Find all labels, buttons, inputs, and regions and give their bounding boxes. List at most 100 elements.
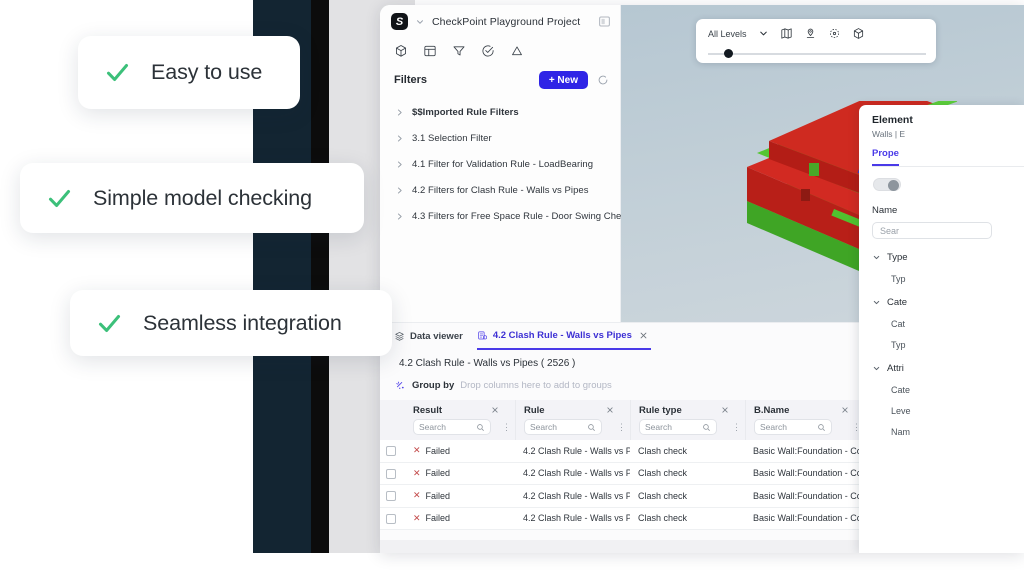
sidebar-header: S CheckPoint Playground Project [380,5,620,38]
column-menu-icon[interactable]: ⋮ [732,422,741,432]
filter-item[interactable]: 4.2 Filters for Clash Rule - Walls vs Pi… [380,177,620,203]
chevron-down-icon[interactable] [758,28,769,39]
group-by-hint: Drop columns here to add to groups [460,380,612,391]
search-icon [588,423,595,431]
properties-search-input[interactable]: Sear [872,222,992,239]
column-menu-icon[interactable]: ⋮ [502,422,511,432]
properties-toggle-wrap [872,167,1024,191]
column-search-input[interactable]: Search [524,419,602,435]
column-search-input[interactable]: Search [754,419,832,435]
table-column-header: Rule Search ⋮ [515,400,630,440]
properties-panel: Element Walls | E Prope Name Sear Type T… [859,105,1024,553]
chevron-right-icon [397,161,402,167]
target-icon[interactable] [828,27,841,40]
close-icon[interactable] [491,406,499,414]
table-column-header: Result Search ⋮ [405,400,515,440]
feature-card-label: Simple model checking [93,185,312,210]
column-menu-icon[interactable]: ⋮ [852,422,861,432]
app-logo[interactable]: S [391,13,408,30]
feature-card: Easy to use [78,36,300,109]
properties-group[interactable]: Type [872,252,1024,263]
property-row: Cate [891,385,911,395]
cell-result: ✕ Failed [405,513,515,523]
filter-item[interactable]: 4.1 Filter for Validation Rule - LoadBea… [380,151,620,177]
cell-result-text: Failed [425,490,451,501]
new-filter-button[interactable]: + New [538,71,588,89]
feature-card-label: Easy to use [151,60,263,84]
chevron-right-icon [397,109,402,115]
fail-icon: ✕ [413,445,421,456]
toggle-knob [888,180,899,191]
filter-item[interactable]: $$Imported Rule Filters [380,99,620,125]
table-column-header: B.Name Search ⋮ [745,400,865,440]
property-row: Typ [891,274,906,284]
close-icon[interactable] [639,331,648,340]
cell-bname: Basic Wall:Foundation - Co... [753,445,865,456]
column-search-input[interactable]: Search [639,419,717,435]
filter-icon[interactable] [452,44,466,58]
check-circle-icon[interactable] [481,44,495,58]
cell-result-text: Failed [425,468,451,479]
name-label: Name [872,205,898,216]
cell-result: ✕ Failed [405,468,515,478]
map-icon[interactable] [780,27,793,40]
filter-item[interactable]: 3.1 Selection Filter [380,125,620,151]
properties-toggle[interactable] [873,178,901,191]
property-row: Leve [891,406,911,416]
level-selector-label[interactable]: All Levels [708,28,747,39]
tab-properties[interactable]: Prope [872,148,899,166]
active-tab-label: 4.2 Clash Rule - Walls vs Pipes [492,330,632,341]
panel-icon[interactable] [598,15,611,28]
row-checkbox[interactable] [386,491,396,501]
cube-icon[interactable] [852,27,865,40]
filters-label: Filters [394,74,428,86]
cube-icon[interactable] [394,44,408,58]
properties-group[interactable]: Cate [872,297,1024,308]
result-subtitle: 4.2 Clash Rule - Walls vs Pipes ( 2526 ) [399,358,576,369]
slider-knob[interactable] [724,49,733,58]
filter-item-label: $$Imported Rule Filters [412,106,519,118]
cell-rule: 4.2 Clash Rule - Walls vs Pip... [523,490,630,501]
search-placeholder: Search [530,422,557,432]
row-checkbox[interactable] [386,513,396,524]
group-by-zone[interactable]: Group by Drop columns here to add to gro… [380,369,1024,391]
filter-item-label: 4.1 Filter for Validation Rule - LoadBea… [412,158,594,170]
close-icon[interactable] [841,406,849,414]
cell-rule: 4.2 Clash Rule - Walls vs Pip... [523,445,630,456]
close-icon[interactable] [721,406,729,414]
row-checkbox[interactable] [386,468,396,479]
row-checkbox[interactable] [386,446,396,456]
properties-title: Element [872,114,913,126]
layout-icon[interactable] [423,44,437,58]
chevron-down-icon[interactable] [415,17,425,27]
decor-bar-black [310,0,329,553]
fail-icon: ✕ [413,468,421,478]
column-title: Result [413,405,443,416]
tab-clash-rule[interactable]: 4.2 Clash Rule - Walls vs Pipes [476,323,651,350]
filter-item[interactable]: 4.3 Filters for Free Space Rule - Door S… [380,203,631,229]
triangle-icon[interactable] [510,44,524,58]
properties-group[interactable]: Attri [872,363,1024,374]
column-search-input[interactable]: Search [413,419,491,435]
filter-item-label: 3.1 Selection Filter [412,132,492,144]
close-icon[interactable] [606,406,614,414]
group-icon [396,381,404,389]
layers-icon [395,332,404,341]
pin-icon[interactable] [804,27,817,40]
viewer-toolbar-row: All Levels [708,24,926,43]
app-window: S CheckPoint Playground Project [380,5,1024,553]
group-label: Type [887,252,908,263]
divider [872,166,1024,167]
chevron-down-icon [873,300,880,305]
level-slider[interactable] [708,49,926,58]
filter-list: $$Imported Rule Filters 3.1 Selection Fi… [380,96,631,229]
viewer-toolbar: All Levels [696,19,936,63]
column-menu-icon[interactable]: ⋮ [617,422,626,432]
refresh-icon[interactable] [597,74,609,86]
group-by-label: Group by [412,380,455,391]
property-row: Nam [891,427,911,437]
cell-rule: 4.2 Clash Rule - Walls vs Pip... [523,513,630,524]
properties-subtitle: Walls | E [872,129,906,139]
tab-data-viewer[interactable]: Data viewer [394,323,463,350]
